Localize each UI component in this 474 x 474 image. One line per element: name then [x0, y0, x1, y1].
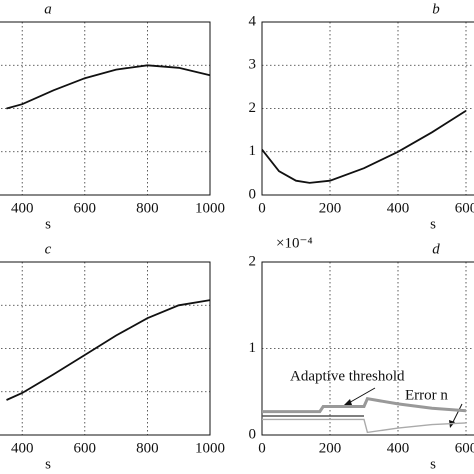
y-tick-label: 0	[249, 426, 257, 442]
x-tick-label: 1000	[195, 200, 225, 216]
x-tick-label: 600	[455, 440, 474, 456]
x-axis-label: s	[430, 216, 436, 232]
x-tick-label: 1000	[195, 440, 225, 456]
chart-title: b	[432, 1, 440, 17]
x-tick-label: 400	[387, 200, 410, 216]
line-series	[261, 109, 467, 184]
x-tick-label: 600	[455, 200, 474, 216]
x-tick-label: 400	[11, 200, 34, 216]
plot-frame	[261, 261, 474, 436]
chart-title: d	[432, 241, 440, 257]
x-tick-label: 600	[74, 440, 97, 456]
x-axis-label: s	[45, 216, 51, 232]
x-tick-label: 0	[258, 440, 266, 456]
line-series	[262, 418, 467, 434]
annotation: Adaptive threshold	[290, 368, 405, 384]
x-tick-label: 400	[387, 440, 410, 456]
annotation-arrow	[346, 387, 376, 405]
x-axis-label: s	[430, 456, 436, 472]
annotation: Error n	[405, 387, 448, 403]
y-tick-label: 1	[249, 340, 257, 356]
x-axis-label: s	[45, 456, 51, 472]
x-tick-label: 200	[319, 200, 342, 216]
annotation-arrow	[451, 403, 463, 425]
x-tick-label: 200	[319, 440, 342, 456]
y-multiplier: ×10⁻⁴	[276, 235, 313, 251]
line-series	[262, 397, 467, 414]
line-series	[6, 64, 211, 110]
x-tick-label: 800	[136, 440, 159, 456]
y-tick-label: 2	[249, 253, 257, 269]
y-tick-label: 3	[249, 57, 257, 73]
y-tick-label: 2	[249, 100, 257, 116]
y-tick-label: 0	[249, 186, 257, 202]
line-series	[6, 299, 211, 401]
chart-title: a	[44, 1, 52, 17]
x-tick-label: 400	[11, 440, 34, 456]
chart-title: c	[45, 241, 52, 257]
x-tick-label: 800	[136, 200, 159, 216]
plot-frame	[0, 261, 211, 436]
plot-frame	[0, 21, 211, 196]
y-tick-label: 1	[249, 143, 257, 159]
x-tick-label: 600	[74, 200, 97, 216]
y-tick-label: 4	[249, 13, 257, 29]
plot-frame	[261, 21, 474, 196]
x-tick-label: 0	[258, 200, 266, 216]
arrow-head	[343, 399, 352, 406]
